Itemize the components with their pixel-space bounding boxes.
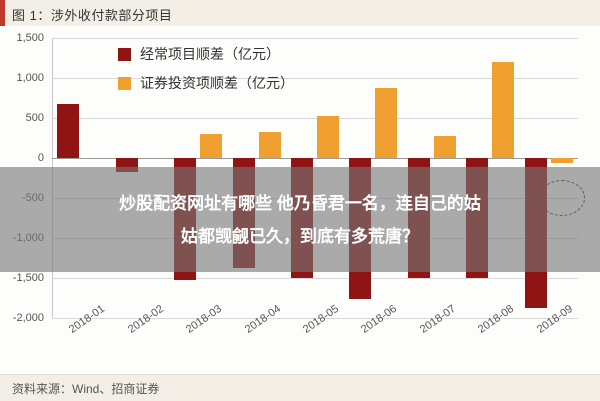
x-axis-tick-label: 2018-07 <box>417 302 458 336</box>
y-axis-tick-label: 0 <box>37 152 44 164</box>
x-axis-tick-label: 2018-02 <box>125 302 166 336</box>
bar <box>492 62 515 158</box>
bar <box>57 103 80 158</box>
gridline <box>52 278 578 279</box>
legend-label: 证券投资项顺差（亿元） <box>140 75 294 91</box>
overlay-line-1: 炒股配资网址有哪些 他乃昏君一名，连自己的姑 <box>119 193 481 213</box>
y-axis-tick-label: 1,500 <box>16 32 44 44</box>
x-axis-tick-label: 2018-09 <box>534 302 575 336</box>
bar <box>258 131 281 158</box>
x-axis-tick-label: 2018-08 <box>476 302 517 336</box>
legend-item-0: 经常项目顺差（亿元） <box>118 44 294 64</box>
legend-label: 经常项目顺差（亿元） <box>140 46 280 62</box>
page-title: 图 1：涉外收付款部分项目 <box>12 8 173 23</box>
overlay-line-2: 姑都觊觎已久，到底有多荒唐？ <box>181 226 419 246</box>
y-axis-tick-label: -2,000 <box>12 312 44 324</box>
gridline <box>52 318 578 319</box>
x-axis-tick-label: 2018-01 <box>67 302 108 336</box>
title-accent-bar <box>0 0 5 26</box>
y-axis-tick-label: -1,500 <box>12 272 44 284</box>
gridline <box>52 78 578 79</box>
title-bar: 图 1：涉外收付款部分项目 <box>0 0 600 27</box>
legend-swatch-icon <box>118 47 131 61</box>
overlay-text: 炒股配资网址有哪些 他乃昏君一名，连自己的姑 姑都觊觎已久，到底有多荒唐？ <box>20 187 580 253</box>
y-axis-tick-label: 1,000 <box>16 72 44 84</box>
bar <box>550 158 573 163</box>
footer-bar: 资料来源：Wind、招商证券 <box>0 374 600 401</box>
x-axis-tick-label: 2018-04 <box>242 302 283 336</box>
overlay-banner: 炒股配资网址有哪些 他乃昏君一名，连自己的姑 姑都觊觎已久，到底有多荒唐？ <box>0 167 600 272</box>
gridline <box>52 38 578 39</box>
bar <box>433 135 456 158</box>
x-axis-tick-label: 2018-03 <box>184 302 225 336</box>
x-axis-tick-label: 2018-05 <box>301 302 341 336</box>
gridline <box>52 118 578 119</box>
y-axis-tick-label: 500 <box>25 112 44 124</box>
bar <box>200 134 223 158</box>
legend-item-1: 证券投资项顺差（亿元） <box>118 73 294 93</box>
x-axis-tick-label: 2018-06 <box>359 302 400 336</box>
legend-swatch-icon <box>118 76 131 90</box>
bar <box>375 87 398 158</box>
chart-legend: 经常项目顺差（亿元） 证券投资项顺差（亿元） <box>118 44 294 102</box>
source-note: 资料来源：Wind、招商证券 <box>12 382 160 396</box>
bar <box>317 115 339 158</box>
zero-line <box>52 158 578 159</box>
